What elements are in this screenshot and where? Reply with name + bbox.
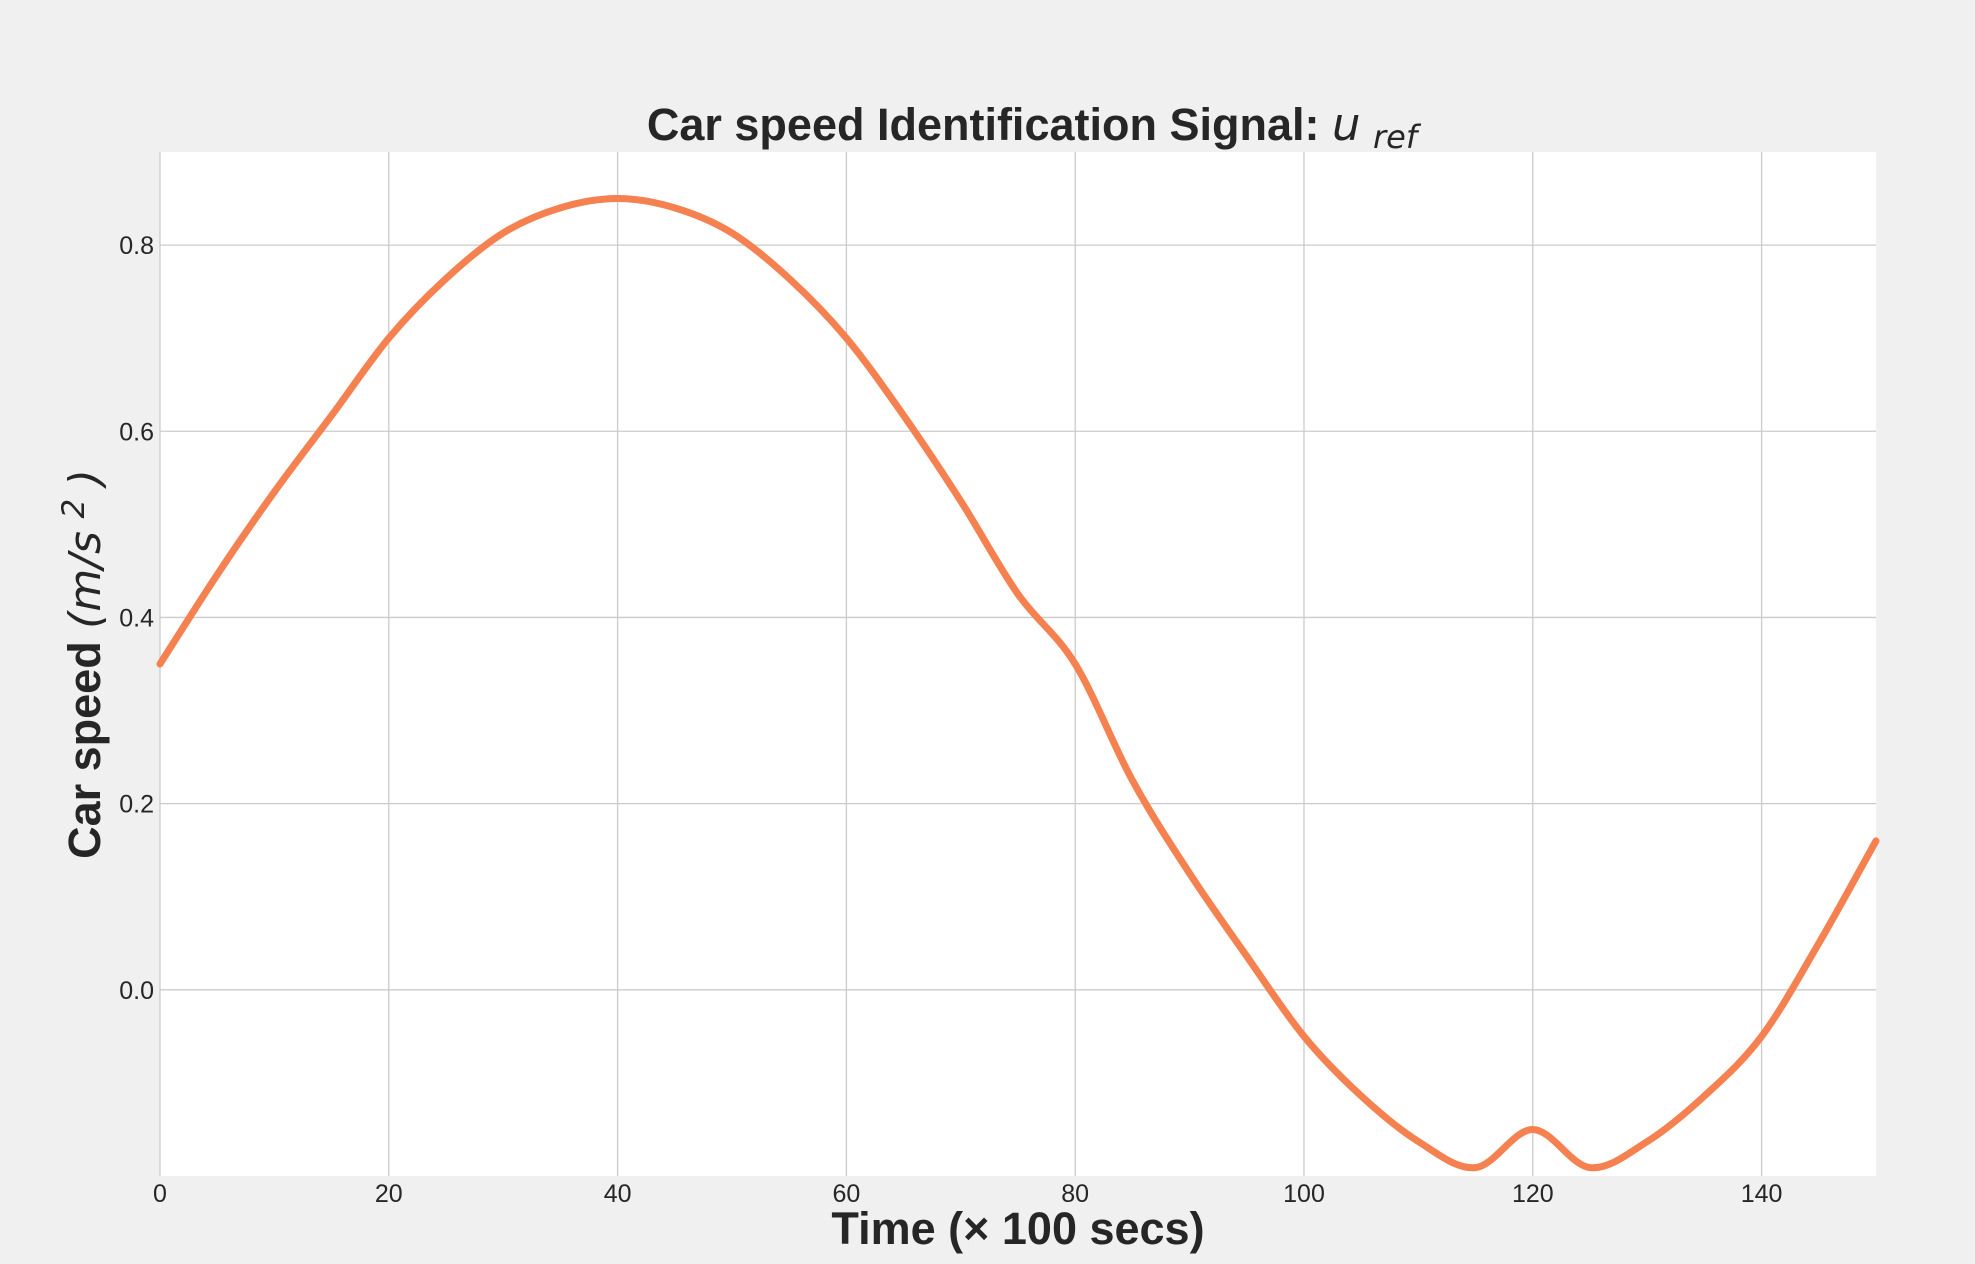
y-axis-label-text: Car speed xyxy=(59,629,110,859)
x-tick-label: 120 xyxy=(1512,1180,1554,1208)
y-tick-label: 0.0 xyxy=(119,977,154,1005)
plot-area xyxy=(160,152,1876,1176)
y-axis-label: Car speed (m/s 2 ) xyxy=(43,469,111,859)
grid xyxy=(159,152,1876,1176)
series-layer xyxy=(156,195,1880,1172)
y-tick-labels: 0.0 0.2 0.4 0.6 0.8 xyxy=(119,232,154,1005)
chart-title-math-subscript: ref xyxy=(1373,118,1422,156)
x-tick-label: 100 xyxy=(1283,1180,1325,1208)
x-tick-label: 40 xyxy=(604,1180,632,1208)
chart-title: Car speed Identification Signal: u ref xyxy=(647,98,1422,156)
chart-title-text: Car speed Identification Signal: xyxy=(647,99,1332,150)
y-axis-label-unit: (m/s xyxy=(60,531,111,629)
x-tick-label: 80 xyxy=(1061,1180,1089,1208)
y-tick-label: 0.2 xyxy=(119,791,154,819)
chart-title-math-base: u xyxy=(1332,98,1361,151)
x-tick-label: 140 xyxy=(1741,1180,1783,1208)
x-tick-labels: 0 20 40 60 80 100 120 140 xyxy=(153,1180,1782,1208)
x-tick-label: 60 xyxy=(832,1180,860,1208)
x-tick-label: 0 xyxy=(153,1180,167,1208)
x-tick-label: 20 xyxy=(375,1180,403,1208)
y-tick-label: 0.8 xyxy=(119,232,154,260)
y-tick-label: 0.6 xyxy=(119,418,154,446)
y-axis-label-superscript: 2 xyxy=(56,499,92,519)
y-axis-label-close: ) xyxy=(60,469,111,489)
series-line xyxy=(156,195,1880,1172)
y-tick-label: 0.4 xyxy=(119,604,154,632)
x-axis-label: Time (× 100 secs) xyxy=(831,1203,1204,1254)
